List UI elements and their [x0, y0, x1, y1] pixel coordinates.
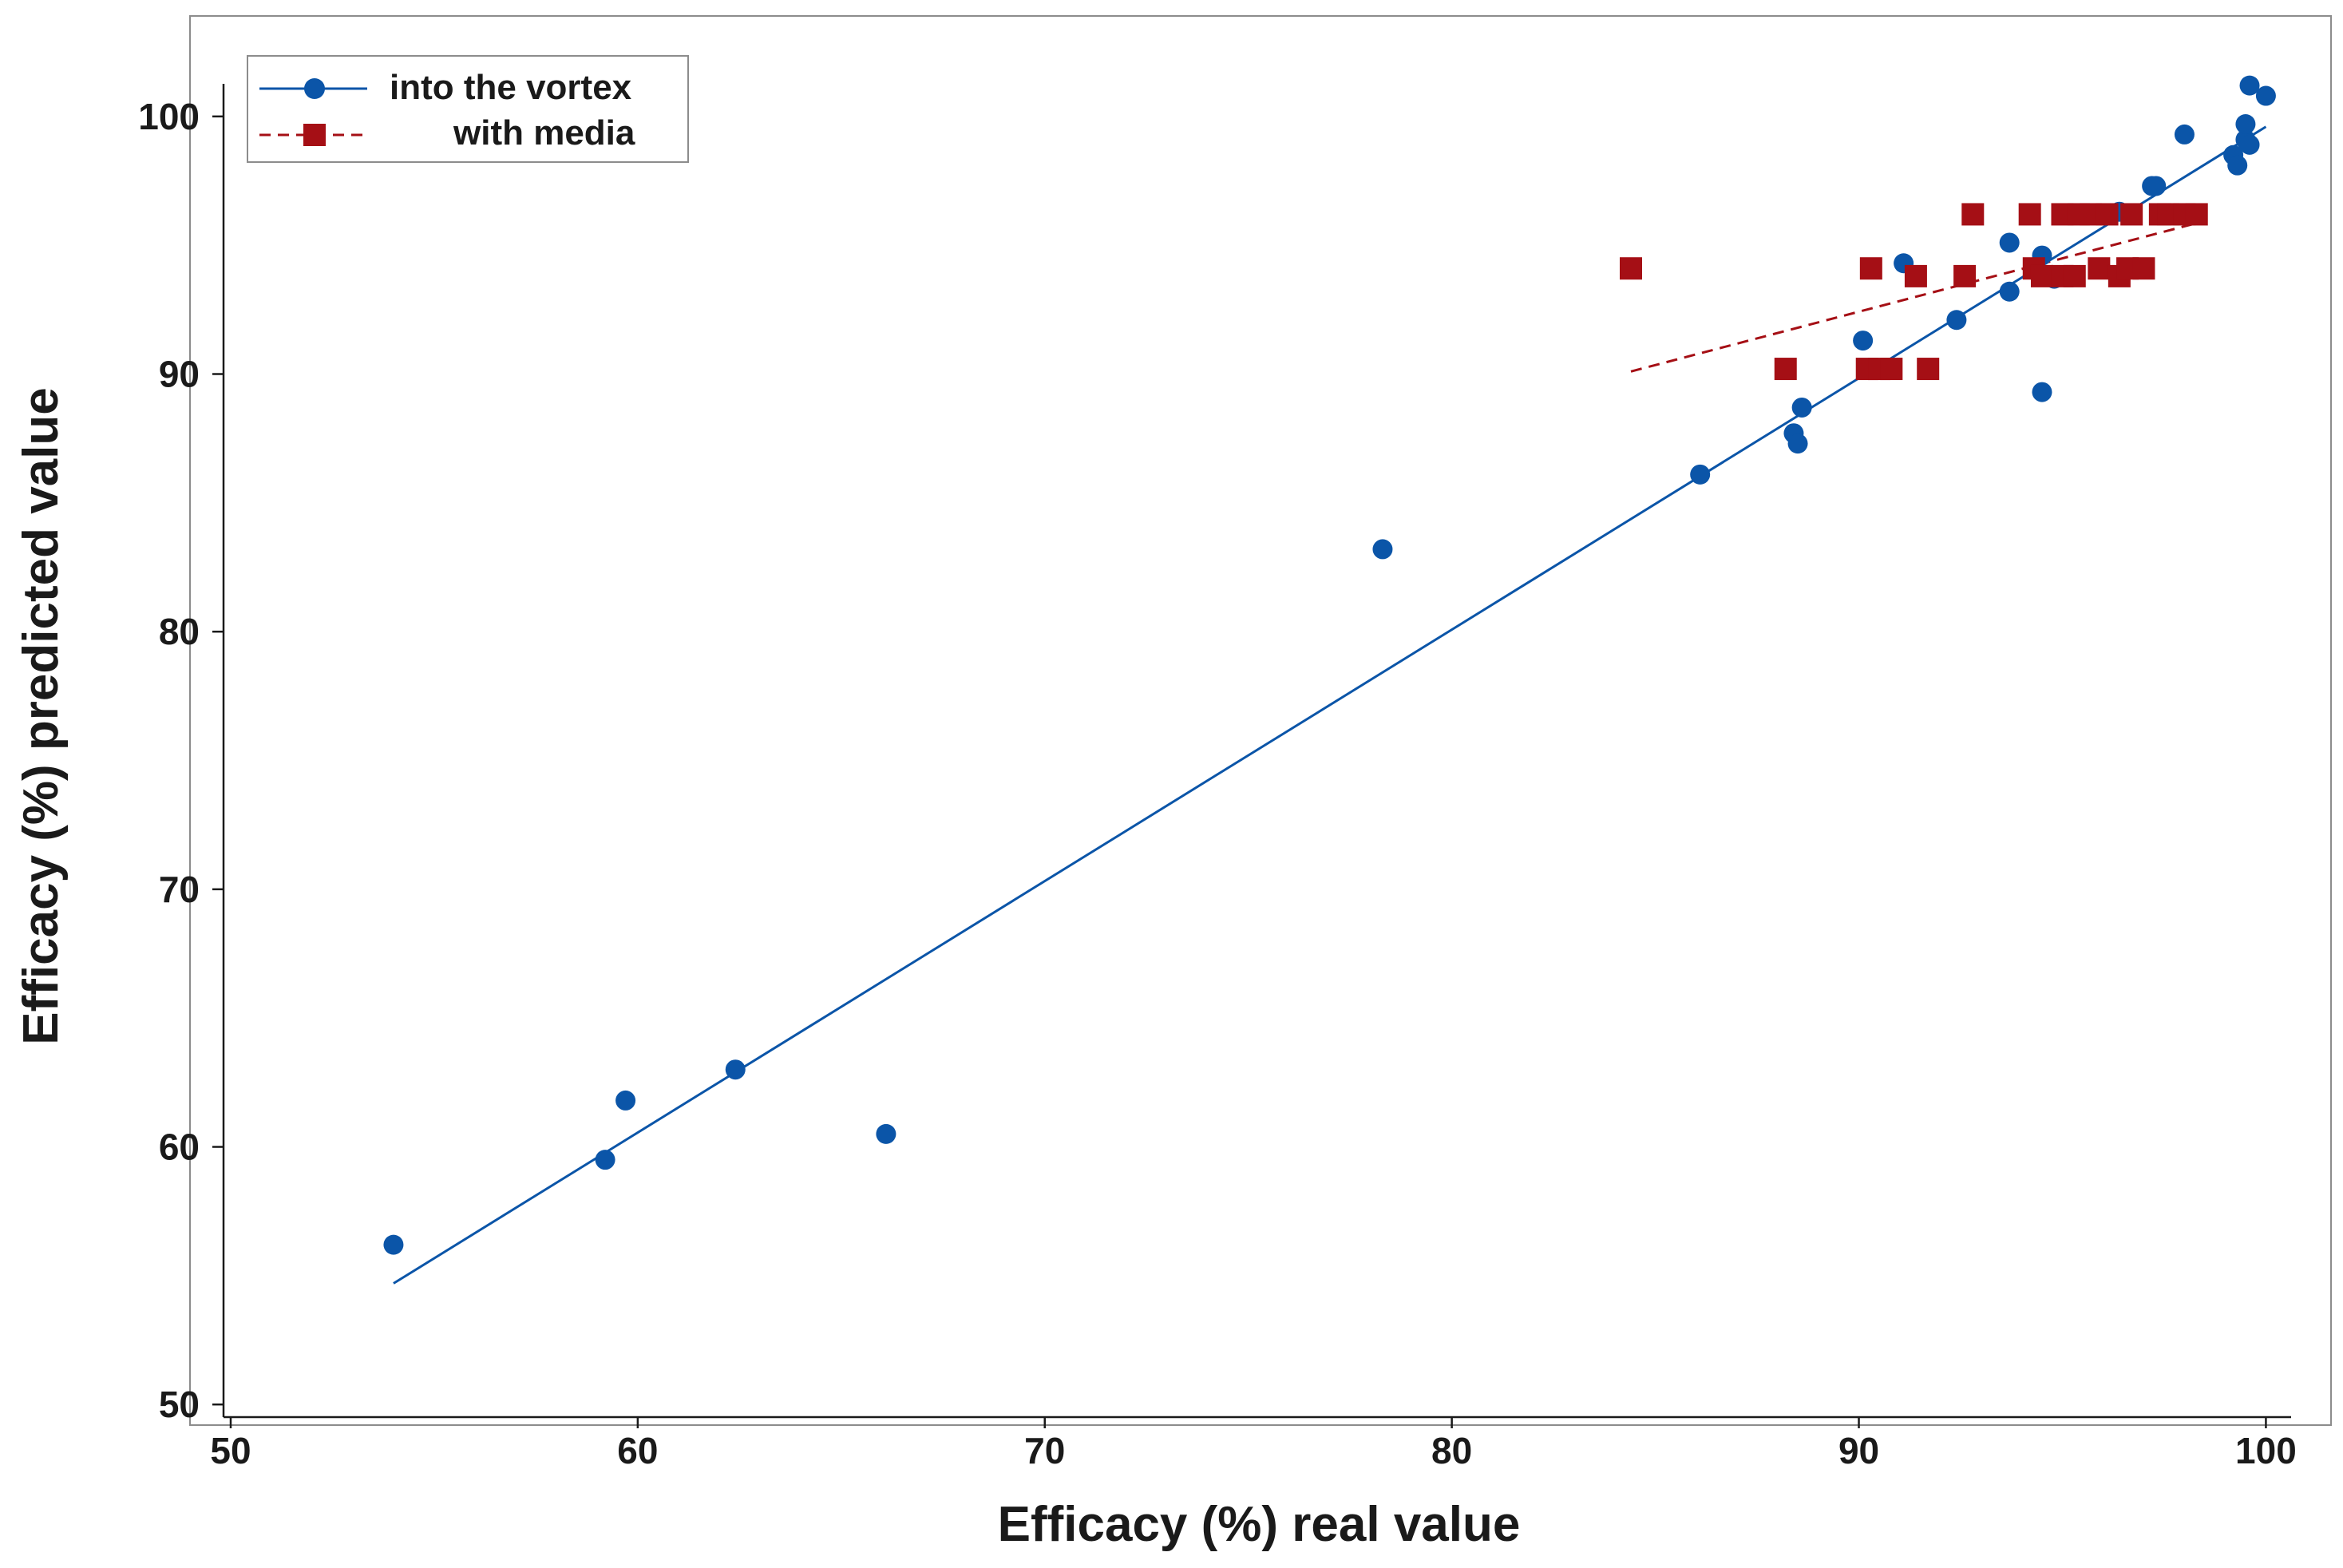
legend-marker-vortex	[304, 78, 325, 99]
y-tick-label: 100	[138, 96, 200, 137]
data-point-vortex	[1853, 331, 1874, 351]
data-point-vortex	[595, 1150, 615, 1170]
data-point-vortex	[1791, 397, 1812, 418]
y-tick-label: 80	[159, 611, 200, 652]
x-tick-label: 60	[617, 1430, 658, 1471]
data-point-media	[1961, 203, 1985, 226]
axes	[222, 84, 2291, 1419]
data-point-vortex	[2239, 75, 2260, 96]
data-points	[383, 75, 2276, 1255]
data-point-vortex	[1946, 310, 1967, 331]
x-axis-title: Efficacy (%) real value	[998, 1497, 1521, 1552]
data-point-vortex	[2032, 382, 2052, 402]
data-point-vortex	[1372, 539, 1393, 560]
x-tick-label: 80	[1431, 1430, 1472, 1471]
legend-label-media: with media	[453, 113, 635, 152]
data-point-media	[2030, 264, 2053, 287]
data-point-vortex	[725, 1059, 746, 1080]
fit-line-media	[1630, 220, 2202, 373]
data-point-media	[1774, 358, 1797, 381]
legend: into the vortex with media	[247, 55, 689, 163]
legend-marker-media	[303, 124, 326, 146]
data-point-vortex	[1690, 464, 1711, 485]
data-point-vortex	[1999, 281, 2020, 302]
data-point-media	[2132, 257, 2155, 280]
data-point-media	[2185, 203, 2208, 226]
data-point-vortex	[876, 1123, 896, 1144]
y-axis-title: Efficacy (%) predicted value	[14, 387, 69, 1045]
x-tick-label: 90	[1838, 1430, 1879, 1471]
data-point-vortex	[615, 1090, 636, 1111]
y-tick-label: 50	[159, 1384, 200, 1425]
x-tick-label: 70	[1024, 1430, 1065, 1471]
data-point-vortex	[383, 1234, 404, 1255]
ticks: 50 60 70 80 90 100 50 60 70 80 90 100	[138, 96, 2297, 1471]
data-point-vortex	[2227, 155, 2248, 176]
data-point-media	[1880, 358, 1903, 381]
data-point-vortex	[1999, 232, 2020, 253]
data-point-vortex	[2235, 114, 2256, 135]
data-point-media	[2096, 203, 2119, 226]
data-point-media	[1917, 358, 1940, 381]
data-point-vortex	[2174, 124, 2195, 145]
x-tick-label: 100	[2235, 1430, 2297, 1471]
data-point-media	[2018, 203, 2041, 226]
legend-label-vortex: into the vortex	[390, 68, 632, 107]
data-point-media	[1953, 264, 1977, 287]
data-point-vortex	[2146, 176, 2167, 196]
y-tick-label: 70	[159, 869, 200, 910]
data-point-vortex	[2239, 134, 2260, 155]
y-tick-label: 60	[159, 1127, 200, 1168]
data-point-vortex	[2255, 85, 2276, 106]
data-point-media	[1619, 257, 1642, 280]
data-point-media	[1904, 264, 1927, 287]
x-tick-label: 50	[210, 1430, 251, 1471]
data-point-media	[2088, 257, 2111, 280]
data-point-media	[2063, 264, 2086, 287]
data-point-vortex	[1787, 434, 1808, 454]
data-point-media	[1859, 257, 1882, 280]
data-point-media	[2120, 203, 2143, 226]
y-tick-label: 90	[159, 354, 200, 395]
plot-frame	[189, 15, 2332, 1426]
